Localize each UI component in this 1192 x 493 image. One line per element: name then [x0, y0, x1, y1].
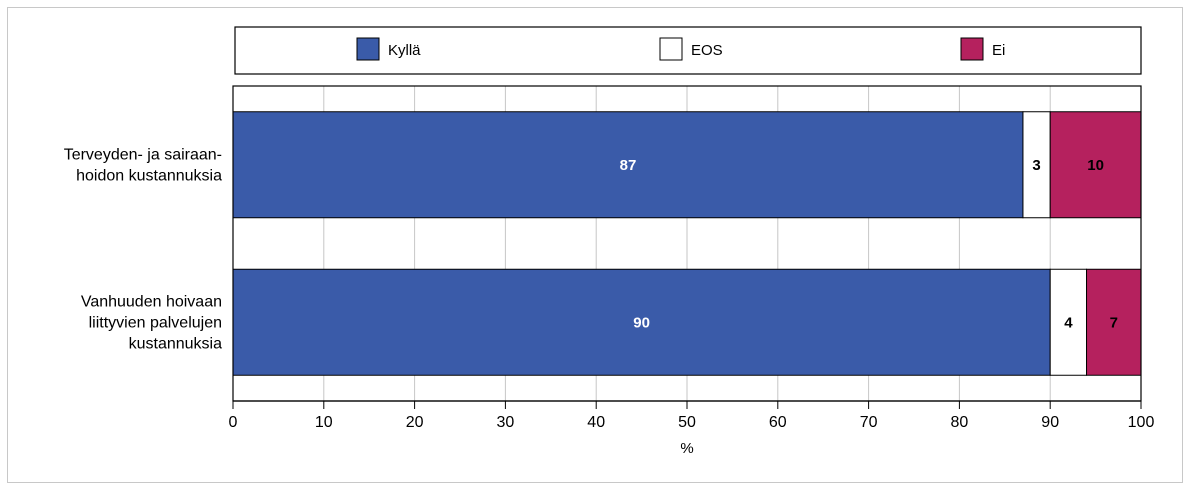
x-tick-label-60: 60	[769, 414, 787, 431]
legend-swatch-ei	[960, 37, 984, 61]
data-label-ei-1: 10	[1087, 157, 1104, 174]
category-label-1: Terveyden- ja sairaan-hoidon kustannuksi…	[64, 146, 222, 184]
category-label-line: Vanhuuden hoivaan	[81, 293, 222, 310]
legend: Kyllä EOS Ei	[234, 26, 1142, 75]
bar-eos-2	[1049, 268, 1088, 376]
legend-swatch-kyll	[356, 37, 380, 61]
x-tick-label-20: 20	[406, 414, 424, 431]
legend-swatch-eos	[659, 37, 683, 61]
data-label-eos-2: 4	[1064, 314, 1073, 331]
category-label-line: Terveyden- ja sairaan-	[64, 146, 222, 163]
category-label-line: liittyvien palvelujen	[89, 314, 222, 331]
x-tick-label-30: 30	[497, 414, 515, 431]
x-tick-label-10: 10	[315, 414, 333, 431]
category-labels: Terveyden- ja sairaan-hoidon kustannuksi…	[64, 146, 222, 352]
x-tick-label-0: 0	[229, 414, 238, 431]
x-axis-label: %	[680, 440, 693, 457]
x-tick-label-40: 40	[587, 414, 605, 431]
legend-label-kyll: Kyllä	[388, 42, 421, 59]
bar-kyll-1	[232, 111, 1024, 219]
x-tick-label-100: 100	[1128, 414, 1155, 431]
data-label-eos-1: 3	[1032, 157, 1040, 174]
bar-ei-1	[1049, 111, 1142, 219]
x-tick-label-90: 90	[1041, 414, 1059, 431]
category-label-line: hoidon kustannuksia	[76, 167, 222, 184]
category-label-line: kustannuksia	[129, 335, 222, 352]
data-label-ei-2: 7	[1110, 314, 1118, 331]
legend-label-ei: Ei	[992, 42, 1005, 59]
chart-frame	[7, 7, 1183, 483]
category-label-2: Vanhuuden hoivaan liittyvien palvelujen ku…	[81, 293, 222, 352]
data-label-kyll-2: 90	[633, 314, 650, 331]
data-label-kyll-1: 87	[620, 157, 637, 174]
bars: 87 3 10 90 4 7	[232, 111, 1142, 376]
bar-eos-1	[1022, 111, 1051, 219]
x-tick-label-80: 80	[951, 414, 969, 431]
bar-ei-2	[1086, 268, 1142, 376]
x-tick-label-70: 70	[860, 414, 878, 431]
legend-label-eos: EOS	[691, 42, 723, 59]
x-tick-label-50: 50	[678, 414, 696, 431]
legend-box	[234, 26, 1142, 75]
x-axis: 0 10 20 30 40 50 60 70 80 90 100%	[229, 400, 1155, 457]
plot-border	[232, 85, 1142, 402]
